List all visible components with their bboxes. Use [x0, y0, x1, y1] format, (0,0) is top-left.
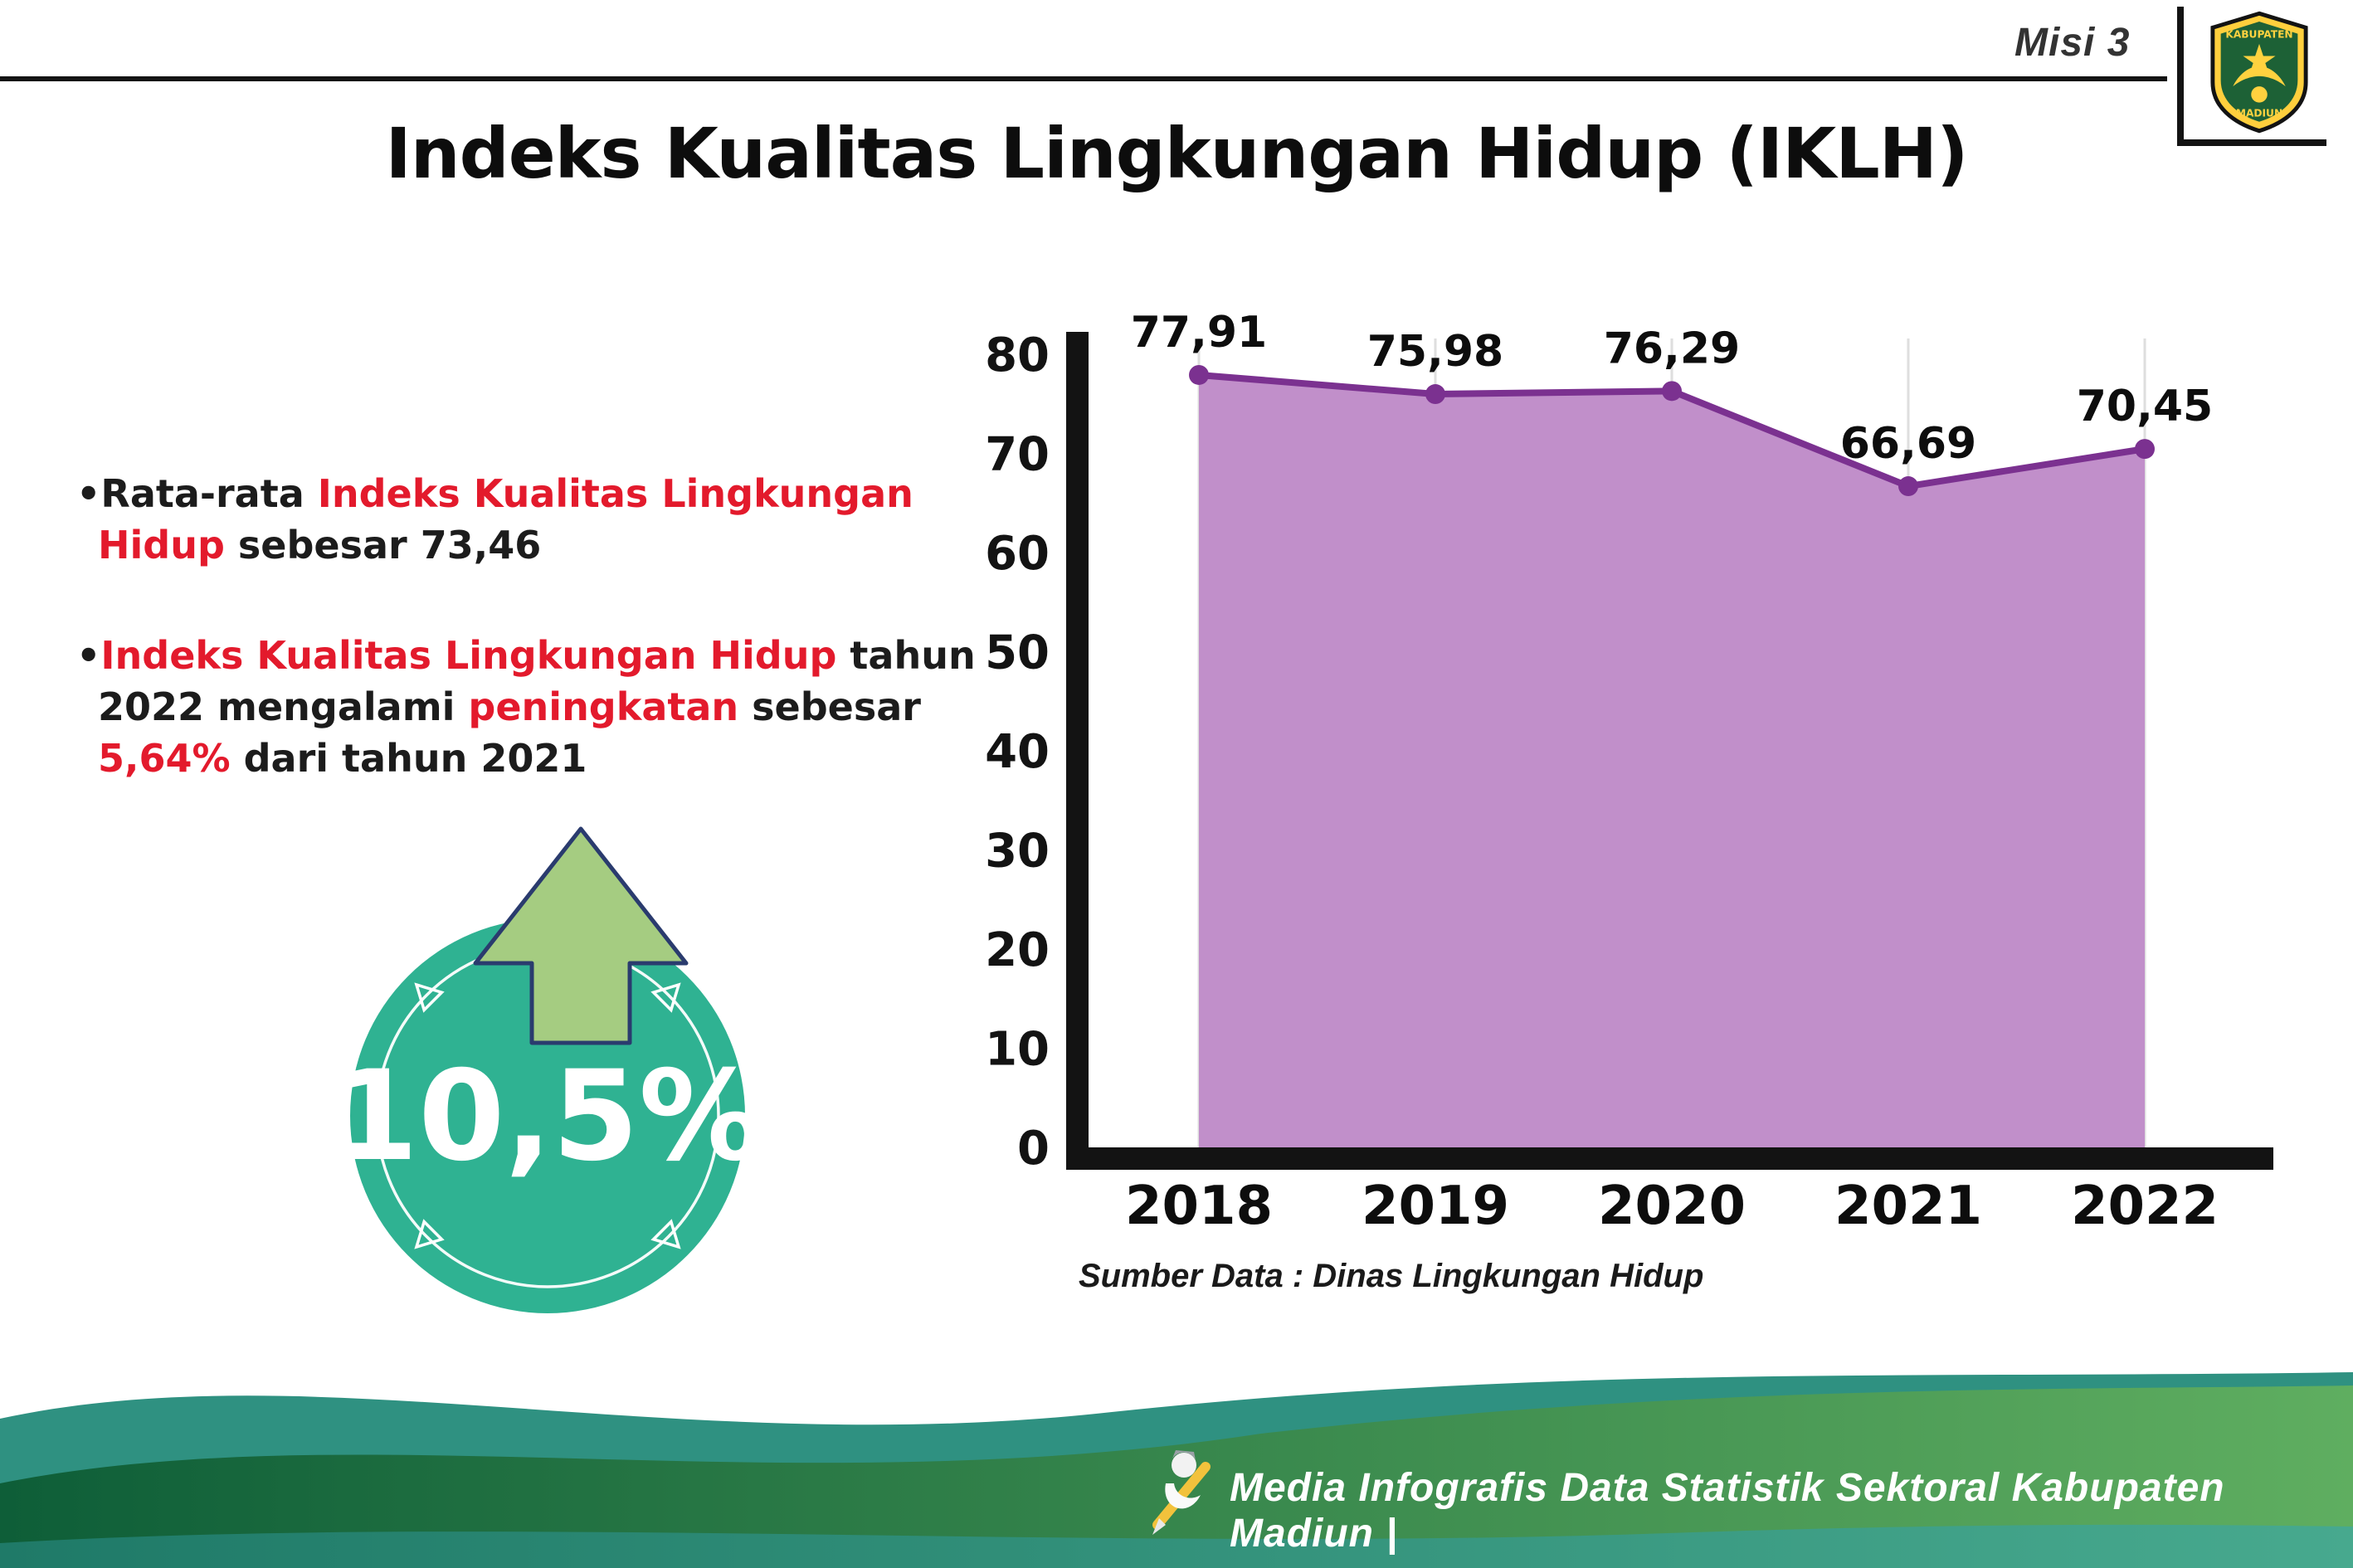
header-rule [0, 76, 2167, 81]
footer-wave-main [0, 1385, 2353, 1568]
logo-text-top: KABUPATEN [2225, 29, 2292, 41]
up-arrow-icon [473, 826, 689, 1045]
chart-point [2135, 439, 2155, 460]
chart-xtick-label: 2021 [1834, 1176, 1982, 1237]
chart-ytick-label: 80 [985, 329, 1050, 382]
chart-ytick-label: 70 [985, 428, 1050, 482]
kabupaten-madiun-logo: KABUPATEN MADIUN [2177, 7, 2326, 146]
logo-text-bottom: MADIUN [2236, 108, 2282, 119]
chart-point [1662, 381, 1682, 402]
chart-ytick-label: 0 [1017, 1122, 1050, 1176]
chart-ytick-label: 20 [985, 923, 1050, 977]
footer-wave-bottom [0, 1524, 2353, 1568]
body-text: Rata-rata [100, 471, 318, 516]
chart-ytick-label: 40 [985, 725, 1050, 779]
chart-xtick-label: 2019 [1362, 1176, 1509, 1237]
chart-ytick-label: 50 [985, 626, 1050, 680]
chart-point-label: 66,69 [1840, 419, 1976, 469]
highlight-text: peningkatan [468, 684, 739, 729]
bullet-list: •Rata-rata Indeks Kualitas Lingkungan Hi… [76, 469, 1047, 844]
bullet-item: •Rata-rata Indeks Kualitas Lingkungan Hi… [76, 469, 1047, 571]
misi-label: Misi 3 [2014, 21, 2131, 65]
highlight-text: Indeks Kualitas Lingkungan Hidup [100, 633, 837, 679]
body-text: sebesar 73,46 [224, 522, 542, 567]
bullet-dot: • [76, 471, 101, 516]
chart-point-label: 70,45 [2077, 382, 2213, 431]
highlight-text: Indeks Kualitas Lingkungan Hidup [98, 471, 913, 567]
page-title: Indeks Kualitas Lingkungan Hidup (IKLH) [385, 113, 1969, 194]
increase-badge: 10,5% [332, 826, 763, 1313]
chart-point-label: 75,98 [1367, 327, 1503, 377]
highlight-text: 5,64% [98, 735, 231, 781]
badge-value: 10,5% [332, 1045, 763, 1189]
chart-ytick-label: 30 [985, 825, 1050, 879]
bullet-dot: • [76, 633, 101, 679]
badge-triangles [414, 982, 681, 1249]
footer-credit: Media Infografis Data Statistik Sektoral… [1230, 1466, 2225, 1556]
chart-source: Sumber Data : Dinas Lingkungan Hidup [1079, 1258, 1704, 1294]
chart-point-label: 76,29 [1604, 324, 1740, 373]
logo-shield-icon: KABUPATEN MADIUN [2210, 11, 2308, 134]
iklh-area-chart: 0 10 20 30 40 50 60 70 80 77,91 75,98 76,29 66,69 70,… [985, 311, 2273, 1237]
badge-circle [350, 918, 745, 1313]
bullet-item: •Indeks Kualitas Lingkungan Hidup tahun … [76, 631, 1047, 784]
chart-xtick-label: 2020 [1598, 1176, 1746, 1237]
chart-point-label: 77,91 [1131, 311, 1267, 358]
chart-xtick-label: 2018 [1125, 1176, 1273, 1237]
chart-ytick-label: 10 [985, 1023, 1050, 1077]
chart-x-axis [1066, 1147, 2273, 1170]
body-text: tahun 2022 mengalami [98, 633, 976, 729]
writer-mascot-icon [1152, 1450, 1211, 1535]
chart-xtick-label: 2022 [2071, 1176, 2219, 1237]
body-text: dari tahun 2021 [230, 735, 587, 781]
chart-point [1898, 476, 1918, 497]
chart-ytick-label: 60 [985, 527, 1050, 581]
chart-y-axis [1066, 332, 1089, 1170]
body-text: sebesar [738, 684, 921, 729]
chart-point [1425, 384, 1445, 405]
chart-area [1199, 374, 2145, 1148]
chart-point [1189, 364, 1209, 385]
